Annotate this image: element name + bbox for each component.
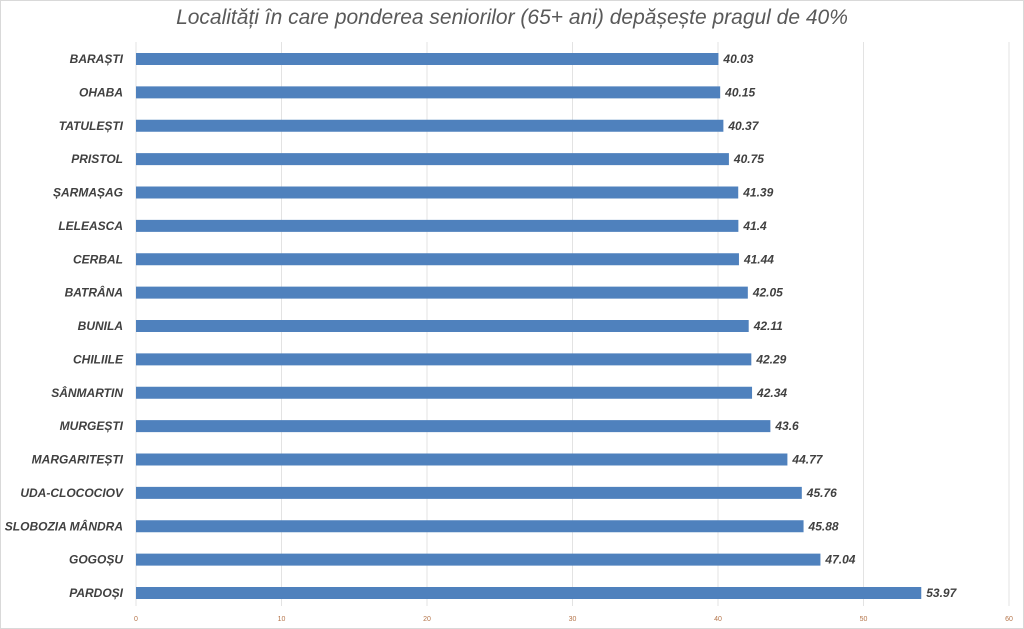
category-label: ȘARMAȘAG [53, 186, 123, 200]
category-label: MURGEȘTI [60, 419, 124, 433]
bar [136, 553, 821, 566]
value-label: 42.34 [756, 386, 787, 400]
category-label: SLOBOZIA MÂNDRA [5, 518, 123, 533]
value-label: 47.04 [824, 553, 855, 567]
bar [136, 253, 739, 266]
bar [136, 386, 753, 399]
x-tick-label: 50 [860, 616, 868, 623]
value-label: 42.11 [753, 319, 783, 333]
chart-title: Localități în care ponderea seniorilor (… [176, 6, 848, 29]
x-tick-label: 20 [423, 616, 431, 623]
category-label: BUNILA [78, 319, 123, 333]
bar [136, 186, 739, 199]
bar [136, 86, 721, 99]
category-label: PARDOȘI [69, 586, 123, 600]
value-label: 40.75 [733, 152, 764, 166]
category-label: UDA-CLOCOCIOV [20, 486, 124, 500]
category-label: CHILIILE [73, 352, 124, 366]
category-label: TATULEȘTI [59, 119, 124, 133]
value-label: 44.77 [791, 453, 823, 467]
value-label: 41.44 [743, 252, 774, 266]
value-label: 43.6 [774, 419, 799, 433]
bar [136, 486, 802, 499]
value-label: 40.37 [727, 119, 759, 133]
category-label: SÂNMARTIN [51, 385, 123, 400]
value-label: 41.4 [742, 219, 767, 233]
category-label: OHABA [79, 85, 123, 99]
bar [136, 353, 752, 366]
value-label: 45.88 [808, 519, 839, 533]
value-label: 41.39 [742, 186, 773, 200]
bar [136, 53, 719, 65]
bar [136, 219, 739, 232]
x-tick-label: 10 [278, 616, 286, 623]
bar [136, 587, 922, 599]
x-tick-label: 0 [134, 616, 138, 623]
category-label: PRISTOL [71, 152, 123, 166]
bar [136, 520, 804, 533]
x-tick-label: 30 [569, 616, 577, 623]
value-label: 42.29 [755, 352, 786, 366]
category-label: MARGARITEȘTI [32, 453, 124, 467]
bar [136, 119, 724, 132]
value-label: 42.05 [752, 286, 783, 300]
value-label: 40.15 [724, 85, 755, 99]
value-label: 53.97 [926, 586, 957, 600]
value-label: 45.76 [806, 486, 837, 500]
value-label: 40.03 [722, 52, 753, 66]
x-tick-label: 60 [1005, 616, 1013, 623]
category-label: BARAȘTI [70, 52, 124, 66]
bar [136, 320, 749, 332]
bar [136, 153, 729, 166]
bar [136, 453, 788, 466]
category-label: CERBAL [73, 252, 123, 266]
x-tick-label: 40 [714, 616, 722, 623]
bar [136, 420, 771, 433]
category-label: GOGOȘU [69, 553, 123, 567]
category-label: BATRÂNA [65, 285, 123, 300]
category-label: LELEASCA [58, 219, 123, 233]
bar [136, 286, 748, 299]
